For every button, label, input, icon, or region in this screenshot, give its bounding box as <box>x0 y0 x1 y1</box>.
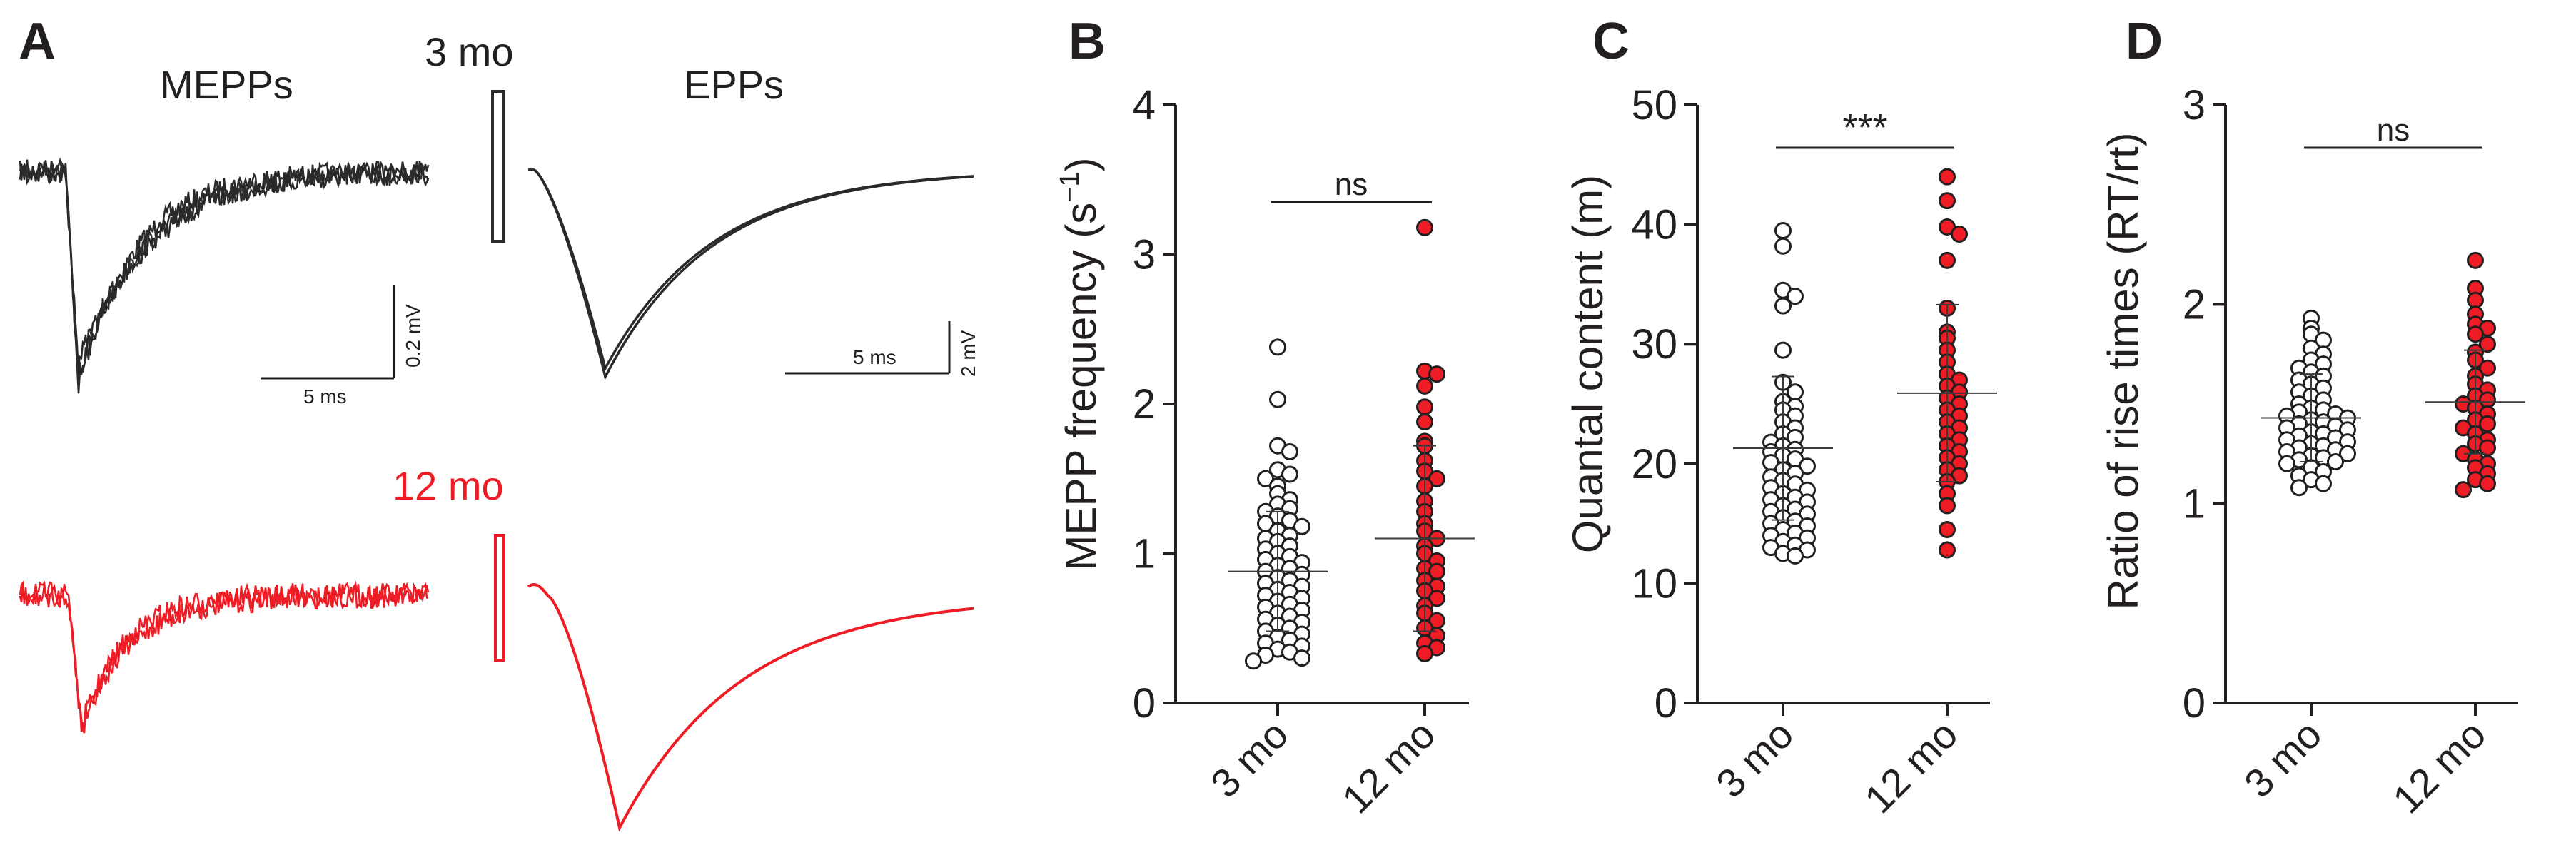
data-point <box>1939 168 1956 186</box>
mepp-trace-3mo <box>19 159 430 380</box>
data-point <box>2455 481 2472 499</box>
panel-d: D 0 1 2 3 Ratio of rise times (RT/rt) 3 mo 12 m… <box>2099 13 2525 822</box>
y-tick-label: 50 <box>1631 82 1677 128</box>
data-point <box>1416 398 1433 416</box>
data-point <box>1245 652 1262 670</box>
data-point <box>1428 470 1445 487</box>
y-tick-label: 20 <box>1631 441 1677 487</box>
data-point <box>1257 470 1274 487</box>
epp-stimulus-artifact-12mo <box>494 534 505 662</box>
y-tick-label: 0 <box>1655 680 1677 727</box>
data-point <box>1774 297 1792 315</box>
data-point <box>1774 341 1792 359</box>
y-tick-label: 3 <box>1133 232 1156 278</box>
data-point <box>1951 226 1968 243</box>
panel-letter: C <box>1592 13 1630 70</box>
data-point <box>1428 590 1445 607</box>
panel-b: B 0 1 2 3 4 MEPP frequency (s−1) 3 mo 12 mo ns <box>1055 13 1475 822</box>
y-tick-label: 30 <box>1631 321 1677 368</box>
data-point <box>1293 517 1310 535</box>
panel-a: A MEPPs 3 mo EPPs 12 mo 5 ms 0.2 mV 5 ms… <box>19 13 979 832</box>
group-12mo-label: 12 mo <box>393 463 504 508</box>
y-axis-label: MEPP frequency (s−1) <box>1055 157 1105 570</box>
data-point <box>2290 479 2308 497</box>
data-point <box>2479 335 2496 353</box>
data-point <box>1939 541 1956 559</box>
panel-a-letter: A <box>19 13 56 70</box>
significance-label: ns <box>2377 113 2410 148</box>
y-tick-label: 10 <box>1631 560 1677 607</box>
data-point <box>1939 497 1956 515</box>
data-point <box>1416 218 1433 236</box>
mepp-scale-volt: 0.2 mV <box>402 304 424 368</box>
data-point <box>2467 325 2484 343</box>
y-tick-label: 2 <box>2183 281 2206 328</box>
significance-label: *** <box>1842 106 1887 149</box>
mepp-trace-12mo <box>19 580 430 734</box>
data-point <box>1774 237 1792 255</box>
panel-letter: D <box>2126 13 2163 70</box>
data-point <box>2479 359 2496 377</box>
mepp-trace-12mo <box>19 582 429 732</box>
data-point <box>1281 465 1298 483</box>
y-tick-label: 0 <box>2183 680 2206 727</box>
data-point <box>2339 445 2356 462</box>
y-axis-label: Quantal content (m) <box>1564 175 1612 553</box>
mepp-scale-time: 5 ms <box>303 385 347 408</box>
data-point <box>2467 291 2484 309</box>
x-tick-label: 3 mo <box>1202 712 1297 806</box>
data-point <box>2315 475 2332 492</box>
epp-scale-volt: 2 mV <box>957 330 979 377</box>
data-point <box>1787 288 1804 305</box>
epp-scale-time: 5 ms <box>853 346 896 368</box>
x-tick-label: 12 mo <box>1333 712 1444 822</box>
data-point <box>2278 455 2295 472</box>
epp-trace-3mo <box>528 168 974 380</box>
data-point <box>2327 453 2344 470</box>
x-tick-label: 12 mo <box>1856 712 1966 822</box>
data-point <box>1269 390 1286 408</box>
data-point <box>1787 547 1804 565</box>
mepps-title: MEPPs <box>160 62 293 107</box>
epp-trace-3mo <box>528 168 974 372</box>
x-tick-label: 12 mo <box>2384 712 2495 822</box>
data-point <box>1416 413 1433 431</box>
data-point <box>1281 443 1298 460</box>
data-point <box>1428 365 1445 383</box>
y-tick-label: 40 <box>1631 202 1677 248</box>
data-point <box>1269 338 1286 356</box>
y-tick-label: 4 <box>1133 82 1156 128</box>
y-tick-label: 1 <box>1133 531 1156 577</box>
data-point <box>1939 521 1956 538</box>
x-tick-label: 3 mo <box>1707 712 1802 806</box>
panel-letter: B <box>1069 13 1106 70</box>
data-point <box>1416 644 1433 662</box>
black-traces <box>19 90 974 394</box>
epps-title: EPPs <box>684 62 784 107</box>
epp-stimulus-artifact-3mo <box>491 90 505 243</box>
panel-c: C 0 10 20 30 40 50 Quantal content (m) 3 mo 12 mo… <box>1564 13 1997 822</box>
y-tick-label: 2 <box>1133 381 1156 428</box>
data-point <box>1939 192 1956 210</box>
mepp-trace-3mo <box>19 157 430 366</box>
y-tick-label: 1 <box>2183 481 2206 527</box>
significance-label: ns <box>1335 167 1368 202</box>
group-3mo-label: 3 mo <box>425 29 514 74</box>
y-axis-label: Ratio of rise times (RT/rt) <box>2099 133 2147 610</box>
data-point <box>2479 475 2496 492</box>
y-tick-label: 0 <box>1133 680 1156 727</box>
data-point <box>1293 649 1310 667</box>
epp-trace-12mo <box>527 582 974 832</box>
data-point <box>1774 222 1792 239</box>
data-point <box>1416 377 1433 395</box>
y-tick-label: 3 <box>2183 82 2206 128</box>
mepp-scale-bar <box>261 285 395 380</box>
data-point <box>1939 251 1956 269</box>
epp-scale-bar <box>785 321 951 375</box>
data-point <box>2467 251 2484 269</box>
x-tick-label: 3 mo <box>2236 712 2330 806</box>
red-traces <box>19 534 974 832</box>
